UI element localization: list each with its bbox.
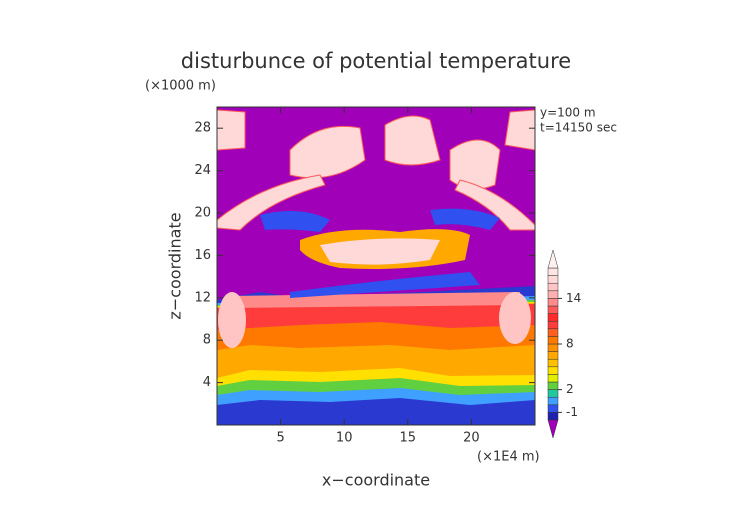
colorbar-band — [547, 343, 559, 352]
colorbar-band — [547, 396, 559, 406]
colorbar-band — [547, 320, 559, 330]
colorbar-band — [547, 267, 559, 276]
colorbar-band — [547, 366, 559, 375]
colorbar-band — [547, 404, 559, 413]
x-tick-label: 10 — [336, 431, 353, 446]
y-tick-label: 4 — [203, 375, 211, 390]
colorbar-band — [547, 412, 559, 421]
plot-frame — [216, 106, 536, 426]
colorbar-band — [547, 275, 559, 284]
y-tick-label: 24 — [194, 163, 211, 178]
colorbar-band — [547, 351, 559, 360]
y-tick-label: 8 — [203, 333, 211, 348]
colorbar-under — [547, 419, 559, 439]
annotation: t=14150 sec — [540, 121, 617, 135]
x-unit-label: (×1E4 m) — [477, 450, 540, 465]
y-axis-label: z−coordinate — [166, 212, 185, 319]
colorbar-band — [547, 381, 559, 390]
annotation: y=100 m — [540, 106, 596, 120]
colorbar-tick-label: 14 — [566, 291, 581, 305]
colorbar-band — [547, 305, 559, 314]
colorbar-band — [547, 313, 559, 322]
colorbar-tick-label: 2 — [566, 382, 574, 396]
colorbar-tick-label: -1 — [566, 405, 578, 419]
colorbar-band — [547, 282, 559, 292]
colorbar-over — [547, 249, 559, 269]
y-unit-label: (×1000 m) — [145, 79, 216, 94]
x-tick-label: 15 — [400, 431, 417, 446]
colorbar-band — [547, 290, 559, 299]
colorbar-band — [547, 328, 559, 337]
y-tick-label: 12 — [194, 290, 211, 305]
colorbar-band — [547, 374, 559, 383]
chart-title: disturbunce of potential temperature — [181, 49, 571, 73]
colorbar-band — [547, 336, 559, 345]
x-tick-label: 20 — [463, 431, 480, 446]
colorbar-band — [547, 389, 559, 398]
colorbar-band — [547, 298, 559, 307]
contour-field — [217, 107, 535, 425]
y-tick-label: 20 — [194, 206, 211, 221]
x-tick-label: 5 — [276, 431, 284, 446]
y-tick-label: 16 — [194, 248, 211, 263]
y-tick-label: 28 — [194, 121, 211, 136]
colorbar-tick-label: 8 — [566, 337, 574, 351]
colorbar-band — [547, 358, 559, 368]
x-axis-label: x−coordinate — [322, 471, 430, 490]
